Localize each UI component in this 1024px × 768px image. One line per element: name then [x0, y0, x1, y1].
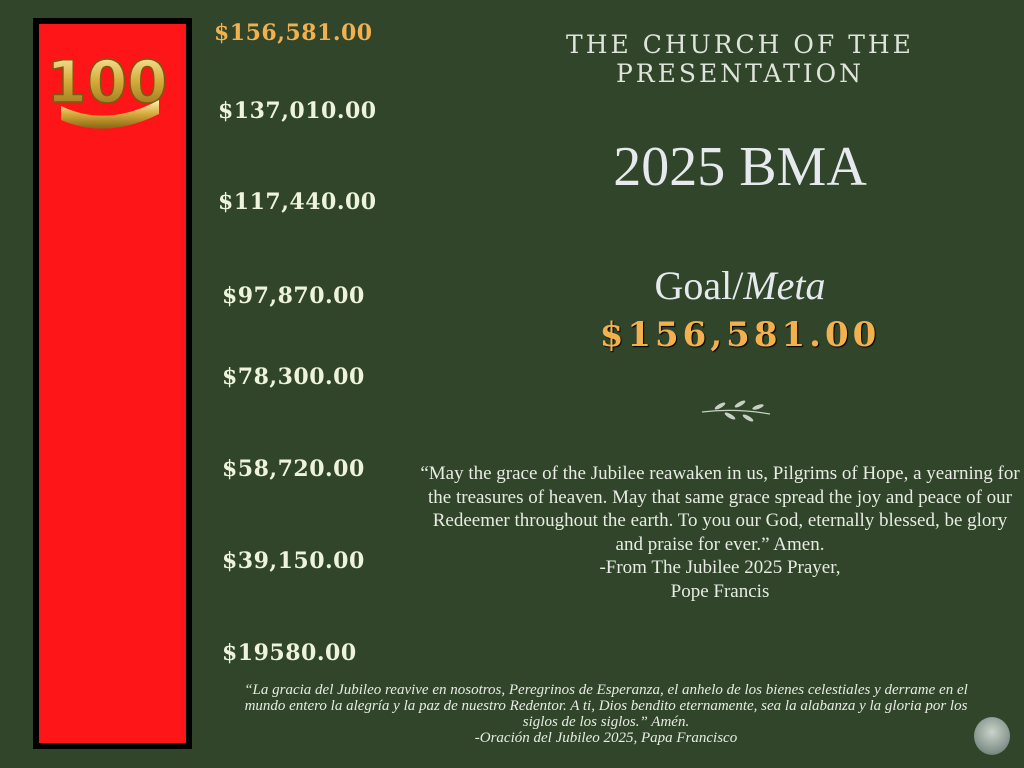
level-label: $137,010.00	[218, 98, 377, 124]
church-name: THE CHURCH OF THE PRESENTATION	[566, 30, 914, 88]
page-title: 2025 BMA	[613, 136, 867, 198]
goal-heading: Goal/Meta	[520, 262, 960, 309]
quote-text: “May the grace of the Jubilee reawaken i…	[420, 463, 1020, 555]
church-logo-icon	[974, 717, 1010, 755]
level-label: $78,300.00	[222, 364, 365, 390]
gold-100-badge-icon: 100	[47, 47, 167, 129]
quote-es-source: -Oración del Jubileo 2025, Papa Francisc…	[474, 730, 738, 746]
quote-author: Pope Francis	[670, 580, 770, 602]
goal-label: Goal/	[654, 263, 744, 308]
level-label: $19580.00	[222, 640, 357, 666]
goal-label-es: Meta	[743, 263, 826, 308]
thermometer: 100	[33, 18, 192, 749]
level-label: $97,870.00	[222, 283, 365, 309]
quote-source: -From The Jubilee 2025 Prayer,	[599, 557, 841, 578]
thermometer-track	[39, 24, 186, 743]
goal-amount: $156,581.00	[599, 315, 881, 355]
olive-branch-icon	[701, 400, 771, 422]
thermometer-fill	[39, 24, 186, 743]
quote-es-text: “La gracia del Jubileo reavive en nosotr…	[244, 682, 968, 730]
level-label: $39,150.00	[222, 548, 365, 574]
svg-text:100: 100	[47, 48, 167, 116]
jubilee-prayer-spanish: “La gracia del Jubileo reavive en nosotr…	[226, 682, 986, 746]
level-label: $58,720.00	[222, 456, 365, 482]
level-label: $117,440.00	[218, 189, 377, 215]
level-label-goal: $156,581.00	[214, 20, 373, 46]
jubilee-prayer-english: “May the grace of the Jubilee reawaken i…	[420, 462, 1020, 603]
